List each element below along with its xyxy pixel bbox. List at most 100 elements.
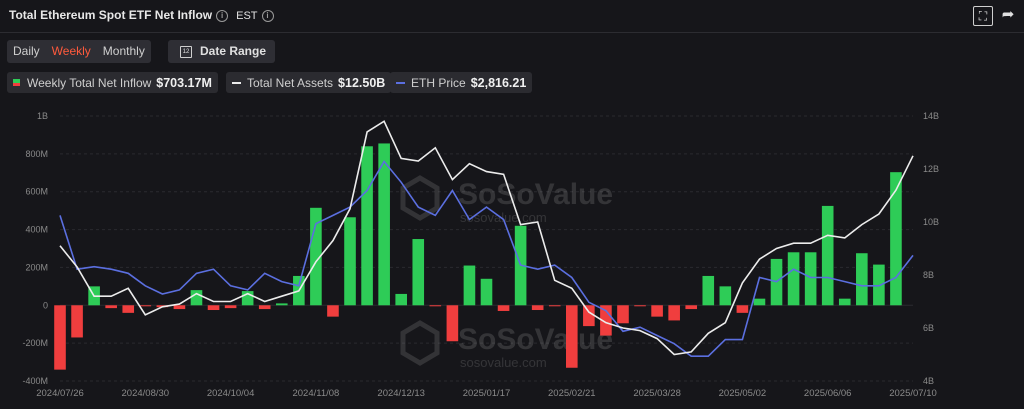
- legend-eth-price-name: ETH Price: [411, 75, 466, 90]
- x-tick-label: 2024/10/04: [207, 388, 255, 399]
- date-range-label: Date Range: [200, 44, 267, 58]
- y-left-tick-label: 200M: [25, 262, 48, 272]
- inflow-bar: [241, 291, 254, 306]
- x-tick-label: 2025/02/21: [548, 388, 596, 399]
- inflow-bar: [821, 205, 834, 306]
- inflow-bar: [224, 305, 237, 309]
- x-tick-label: 2025/01/17: [463, 388, 511, 399]
- eth-price-line: [59, 160, 914, 358]
- inflow-bar: [651, 305, 663, 317]
- x-tick-label: 2024/12/13: [377, 388, 425, 399]
- inflow-bar: [617, 305, 629, 324]
- legend-net-assets[interactable]: Total Net Assets $12.50B: [226, 72, 392, 93]
- inflow-bar: [190, 290, 203, 306]
- y-right-tick-label: 14B: [923, 111, 939, 121]
- tab-daily[interactable]: Daily: [13, 44, 40, 58]
- net-assets-line: [59, 120, 914, 356]
- watermark-brand: SoSoValue: [458, 323, 613, 356]
- period-selector: Daily Weekly Monthly: [7, 40, 151, 63]
- inflow-bar: [583, 305, 595, 327]
- header-divider: [0, 32, 1024, 33]
- y-left-tick-label: 0: [43, 300, 48, 310]
- legend-inflow-name: Weekly Total Net Inflow: [27, 75, 152, 90]
- inflow-bar: [429, 305, 442, 307]
- inflow-bar: [275, 303, 288, 306]
- inflow-bar: [173, 305, 186, 310]
- y-right-tick-label: 4B: [923, 376, 934, 386]
- inflow-bar: [378, 143, 390, 306]
- watermark: SoSoValue sosovalue.com SoSoValue sosova…: [400, 175, 613, 370]
- inflow-bar: [856, 253, 868, 306]
- y-right-tick-label: 6B: [923, 323, 934, 333]
- x-tick-label: 2024/11/08: [292, 388, 339, 399]
- inflow-bar: [719, 286, 732, 306]
- date-range-button[interactable]: 12 Date Range: [168, 40, 275, 63]
- y-left-tick-label: 400M: [25, 225, 48, 235]
- inflow-bar: [753, 298, 766, 306]
- tab-weekly[interactable]: Weekly: [51, 44, 91, 58]
- inflow-bar: [838, 298, 851, 306]
- legend-net-assets-value: $12.50B: [338, 75, 386, 90]
- y-left-tick-label: 800M: [25, 149, 48, 159]
- info-icon[interactable]: i: [216, 9, 229, 22]
- watermark-logo-icon: [400, 320, 440, 366]
- inflow-bar: [122, 305, 135, 313]
- calendar-icon: 12: [180, 46, 192, 58]
- inflow-bar: [310, 207, 322, 306]
- inflow-bar: [412, 239, 425, 306]
- inflow-bar: [327, 305, 339, 317]
- inflow-bar: [890, 172, 902, 306]
- inflow-bar: [804, 252, 817, 306]
- net-assets-swatch-icon: [232, 81, 241, 84]
- inflow-bar: [344, 217, 356, 306]
- y-left-tick-label: 1B: [37, 111, 48, 121]
- x-tick-label: 2024/07/26: [36, 388, 84, 399]
- x-tick-label: 2024/08/30: [122, 388, 170, 399]
- x-tick-label: 2025/06/06: [804, 388, 852, 399]
- inflow-bar: [480, 278, 493, 306]
- legend-net-assets-name: Total Net Assets: [247, 75, 334, 90]
- inflow-bar: [548, 305, 561, 307]
- grid-lines: [60, 115, 913, 382]
- inflow-bar: [787, 252, 800, 306]
- inflow-bar: [634, 305, 646, 307]
- legend-inflow-value: $703.17M: [156, 75, 212, 90]
- y-right-tick-label: 10B: [923, 217, 939, 227]
- chart-title-text: Total Ethereum Spot ETF Net Inflow: [9, 8, 213, 22]
- legend-eth-price-value: $2,816.21: [470, 75, 527, 90]
- tab-monthly[interactable]: Monthly: [102, 44, 145, 58]
- inflow-bars: [54, 143, 902, 370]
- x-tick-label: 2025/07/10: [889, 388, 937, 399]
- timezone-label: EST: [236, 10, 258, 22]
- y-left-tick-label: 600M: [25, 187, 48, 197]
- inflow-bar: [395, 293, 408, 306]
- legend-inflow[interactable]: Weekly Total Net Inflow $703.17M: [7, 72, 218, 93]
- inflow-bar: [139, 305, 152, 307]
- legend-eth-price[interactable]: ETH Price $2,816.21: [390, 72, 533, 93]
- inflow-bar: [736, 305, 749, 313]
- inflow-bar: [446, 305, 459, 342]
- inflow-bar: [71, 305, 83, 338]
- share-icon[interactable]: ➦: [1001, 6, 1015, 23]
- y-left-tick-label: -400M: [22, 376, 48, 386]
- watermark-site: sosovalue.com: [460, 355, 547, 370]
- info-icon[interactable]: i: [261, 9, 274, 22]
- inflow-bar: [463, 265, 476, 306]
- inflow-swatch-icon: [13, 79, 20, 86]
- watermark-logo-icon: [400, 175, 440, 221]
- watermark-site: sosovalue.com: [460, 210, 547, 225]
- inflow-bar: [702, 275, 715, 306]
- y-left-tick-label: -200M: [22, 338, 48, 348]
- x-tick-label: 2025/03/28: [633, 388, 681, 399]
- axes: 1B 800M 600M 400M 200M 0 -200M -400M 14B 12B 10B 8B…: [22, 111, 939, 399]
- inflow-bar: [565, 305, 578, 368]
- y-right-tick-label: 12B: [923, 164, 939, 174]
- inflow-bar: [258, 305, 271, 310]
- fullscreen-icon[interactable]: ⛶: [973, 6, 993, 26]
- inflow-bar: [361, 146, 373, 306]
- inflow-bar: [685, 305, 698, 310]
- inflow-bar: [54, 305, 66, 370]
- chart-title: Total Ethereum Spot ETF Net Inflow i EST i: [9, 8, 274, 22]
- inflow-bar: [105, 305, 117, 309]
